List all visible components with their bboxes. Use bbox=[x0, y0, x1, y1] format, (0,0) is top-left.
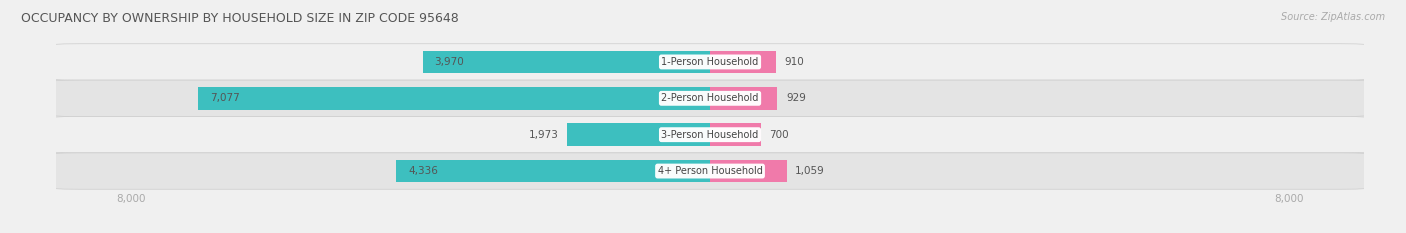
Bar bbox=[198, 87, 710, 110]
Text: 700: 700 bbox=[769, 130, 789, 140]
Text: 4+ Person Household: 4+ Person Household bbox=[658, 166, 762, 176]
Bar bbox=[710, 123, 761, 146]
Text: OCCUPANCY BY OWNERSHIP BY HOUSEHOLD SIZE IN ZIP CODE 95648: OCCUPANCY BY OWNERSHIP BY HOUSEHOLD SIZE… bbox=[21, 12, 458, 25]
Text: 4,336: 4,336 bbox=[408, 166, 437, 176]
Bar bbox=[396, 160, 710, 182]
Bar bbox=[710, 160, 786, 182]
Text: 7,077: 7,077 bbox=[209, 93, 239, 103]
FancyBboxPatch shape bbox=[45, 44, 1375, 80]
FancyBboxPatch shape bbox=[45, 80, 1375, 116]
Text: 1,059: 1,059 bbox=[796, 166, 825, 176]
Text: Source: ZipAtlas.com: Source: ZipAtlas.com bbox=[1281, 12, 1385, 22]
Text: 1-Person Household: 1-Person Household bbox=[661, 57, 759, 67]
Text: 1,973: 1,973 bbox=[529, 130, 558, 140]
FancyBboxPatch shape bbox=[45, 153, 1375, 189]
Bar bbox=[423, 51, 710, 73]
Text: 2-Person Household: 2-Person Household bbox=[661, 93, 759, 103]
Bar bbox=[710, 87, 778, 110]
Bar bbox=[568, 123, 710, 146]
Text: 910: 910 bbox=[785, 57, 804, 67]
FancyBboxPatch shape bbox=[45, 116, 1375, 153]
Text: 929: 929 bbox=[786, 93, 806, 103]
Text: 3,970: 3,970 bbox=[434, 57, 464, 67]
Text: 3-Person Household: 3-Person Household bbox=[661, 130, 759, 140]
Bar bbox=[710, 51, 776, 73]
